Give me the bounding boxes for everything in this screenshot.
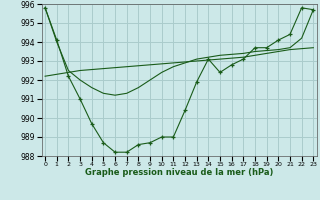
X-axis label: Graphe pression niveau de la mer (hPa): Graphe pression niveau de la mer (hPa)	[85, 168, 273, 177]
